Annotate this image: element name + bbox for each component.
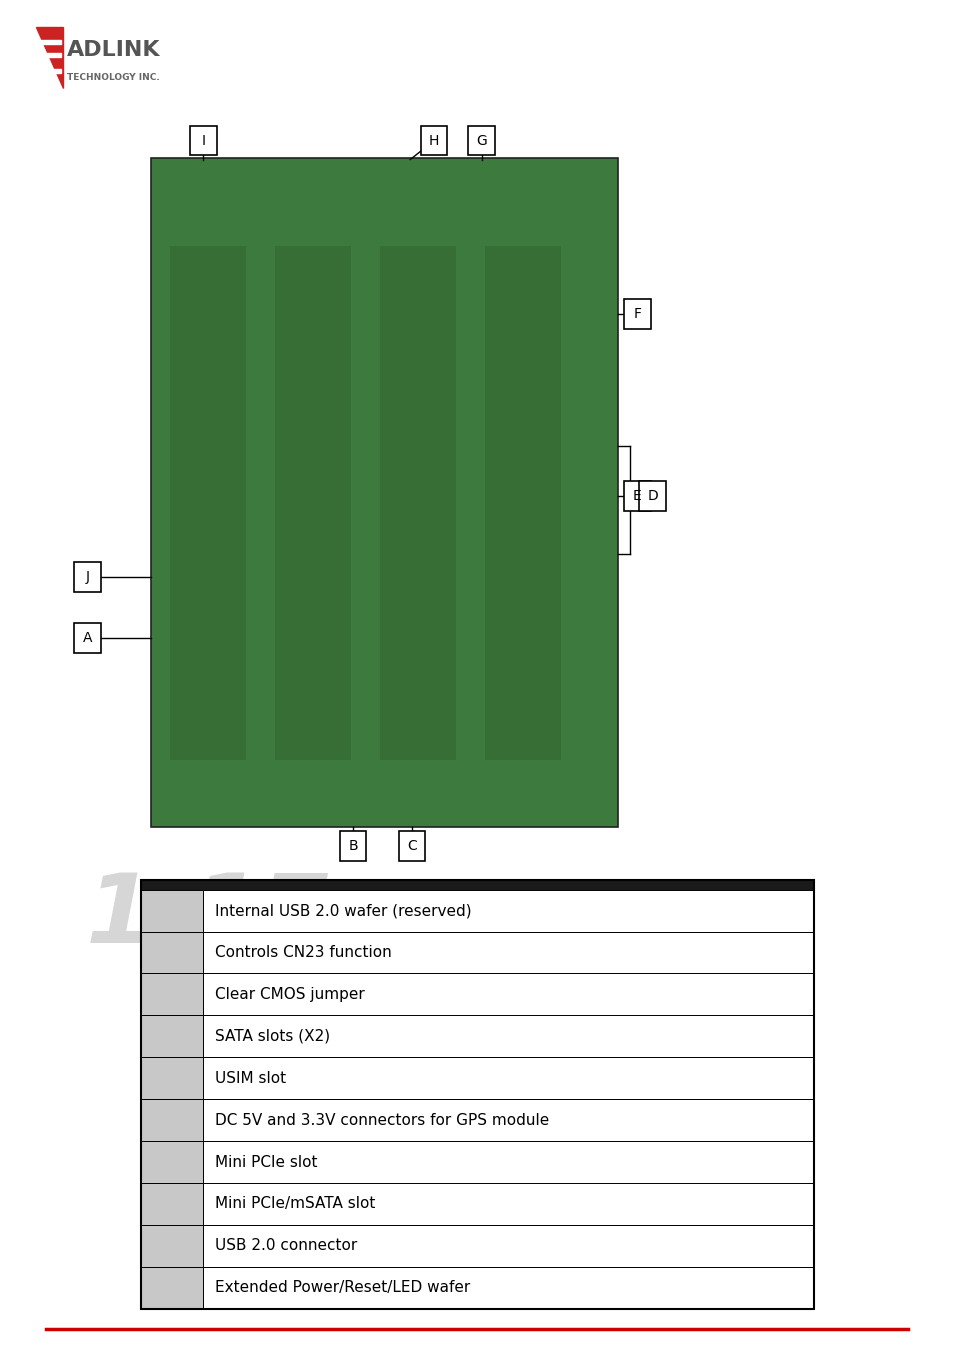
- Bar: [141, 1057, 203, 1099]
- Polygon shape: [38, 69, 61, 73]
- Text: DC 5V and 3.3V connectors for GPS module: DC 5V and 3.3V connectors for GPS module: [214, 1113, 548, 1128]
- Bar: [468, 126, 495, 155]
- Bar: [141, 1183, 203, 1225]
- Text: J: J: [86, 571, 90, 584]
- Text: F: F: [633, 307, 640, 320]
- Polygon shape: [38, 53, 61, 58]
- Text: Mini PCIe slot: Mini PCIe slot: [214, 1155, 316, 1169]
- Bar: [141, 1015, 203, 1057]
- Text: USB 2.0 connector: USB 2.0 connector: [214, 1238, 356, 1253]
- Text: Mini PCIe/mSATA slot: Mini PCIe/mSATA slot: [214, 1197, 375, 1211]
- Bar: [141, 880, 813, 1309]
- Bar: [623, 299, 650, 329]
- Bar: [623, 481, 650, 511]
- Bar: [141, 932, 203, 973]
- Text: Internal USB 2.0 wafer (reserved): Internal USB 2.0 wafer (reserved): [214, 903, 471, 918]
- Bar: [203, 973, 813, 1015]
- Text: C: C: [407, 840, 416, 853]
- Text: E: E: [632, 489, 641, 503]
- Bar: [379, 246, 456, 760]
- Text: I: I: [201, 134, 205, 147]
- Bar: [203, 1099, 813, 1141]
- Bar: [74, 562, 101, 592]
- Bar: [203, 890, 813, 932]
- Text: A: A: [83, 631, 92, 645]
- Text: 1-17: 1-17: [86, 871, 329, 963]
- Bar: [203, 1015, 813, 1057]
- Bar: [203, 1267, 813, 1309]
- Bar: [141, 1225, 203, 1267]
- Bar: [274, 246, 351, 760]
- Bar: [203, 1141, 813, 1183]
- Bar: [339, 831, 366, 861]
- Text: SATA slots (X2): SATA slots (X2): [214, 1029, 330, 1044]
- Polygon shape: [36, 27, 63, 88]
- Bar: [420, 126, 447, 155]
- Bar: [484, 246, 560, 760]
- Text: ADLINK: ADLINK: [67, 41, 160, 59]
- Bar: [141, 890, 203, 932]
- Text: B: B: [348, 840, 357, 853]
- Text: USIM slot: USIM slot: [214, 1071, 286, 1086]
- Polygon shape: [38, 41, 61, 45]
- Text: TECHNOLOGY INC.: TECHNOLOGY INC.: [67, 73, 159, 81]
- Bar: [141, 1099, 203, 1141]
- Text: Extended Power/Reset/LED wafer: Extended Power/Reset/LED wafer: [214, 1280, 470, 1295]
- Bar: [141, 880, 813, 890]
- Bar: [141, 1267, 203, 1309]
- Bar: [151, 158, 618, 827]
- Text: G: G: [476, 134, 487, 147]
- Bar: [203, 1183, 813, 1225]
- Bar: [141, 1141, 203, 1183]
- Bar: [170, 246, 246, 760]
- Bar: [203, 932, 813, 973]
- Text: D: D: [646, 489, 658, 503]
- Bar: [203, 1057, 813, 1099]
- Bar: [398, 831, 425, 861]
- Text: Clear CMOS jumper: Clear CMOS jumper: [214, 987, 364, 1002]
- Bar: [190, 126, 216, 155]
- Bar: [639, 481, 665, 511]
- Text: Controls CN23 function: Controls CN23 function: [214, 945, 391, 960]
- Bar: [74, 623, 101, 653]
- Bar: [203, 1225, 813, 1267]
- Text: H: H: [429, 134, 438, 147]
- Bar: [141, 973, 203, 1015]
